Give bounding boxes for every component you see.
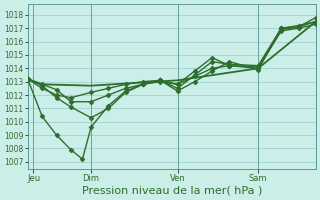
- X-axis label: Pression niveau de la mer( hPa ): Pression niveau de la mer( hPa ): [82, 186, 262, 196]
